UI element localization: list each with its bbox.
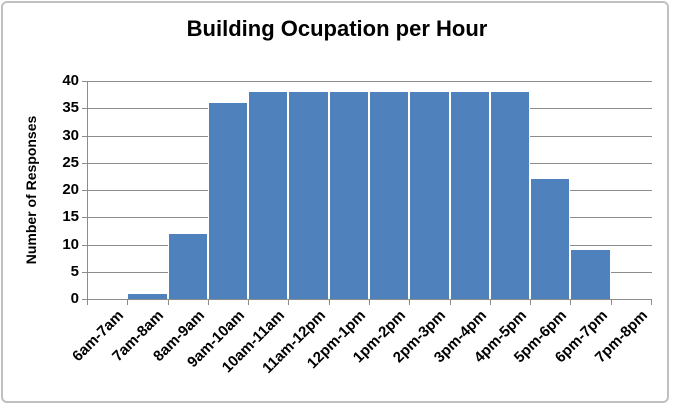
x-tick-mark [208, 300, 209, 305]
bar [127, 294, 168, 299]
y-tick-mark [82, 163, 87, 164]
y-tick-mark [82, 245, 87, 246]
y-tick-mark [82, 272, 87, 273]
bar [328, 92, 369, 299]
bar [530, 179, 571, 299]
y-tick-label: 40 [62, 72, 79, 89]
bar [288, 92, 329, 299]
y-tick-label: 30 [62, 127, 79, 144]
bar [489, 92, 531, 299]
x-tick-mark [450, 300, 451, 305]
y-tick-label: 25 [62, 154, 79, 171]
y-tick-mark [82, 81, 87, 82]
plot-area: 0 5 10 15 20 25 30 35 40 6am-7am 7am-8am 8am-9am 9am… [62, 72, 652, 377]
x-tick-mark [651, 300, 652, 305]
y-tick-label: 0 [70, 290, 79, 307]
bar [409, 92, 450, 299]
y-gridline [88, 81, 652, 82]
y-tick-mark [82, 190, 87, 191]
x-tick-mark [329, 300, 330, 305]
x-tick-mark [611, 300, 612, 305]
bar [248, 92, 289, 299]
y-tick-label: 10 [62, 236, 79, 253]
x-tick-mark [87, 300, 88, 305]
y-tick-mark [82, 136, 87, 137]
y-tick-mark [82, 108, 87, 109]
bar [369, 92, 410, 299]
y-tick-mark [82, 217, 87, 218]
bar [207, 103, 249, 299]
x-tick-mark [168, 300, 169, 305]
x-tick-mark [288, 300, 289, 305]
x-tick-mark [409, 300, 410, 305]
y-tick-mark [82, 299, 87, 300]
y-tick-label: 15 [62, 208, 79, 225]
x-tick-mark [490, 300, 491, 305]
bar [167, 234, 208, 299]
chart-title: Building Ocupation per Hour [186, 16, 488, 41]
x-axis-line [87, 299, 652, 300]
y-tick-label: 35 [62, 99, 79, 116]
x-tick-mark [570, 300, 571, 305]
x-tick-mark [127, 300, 128, 305]
y-axis-line [87, 81, 88, 300]
x-tick-mark [530, 300, 531, 305]
bar [570, 250, 611, 299]
bar [449, 92, 490, 299]
x-tick-mark [369, 300, 370, 305]
y-tick-label: 5 [70, 263, 79, 280]
y-tick-label: 20 [62, 181, 79, 198]
x-tick-mark [248, 300, 249, 305]
